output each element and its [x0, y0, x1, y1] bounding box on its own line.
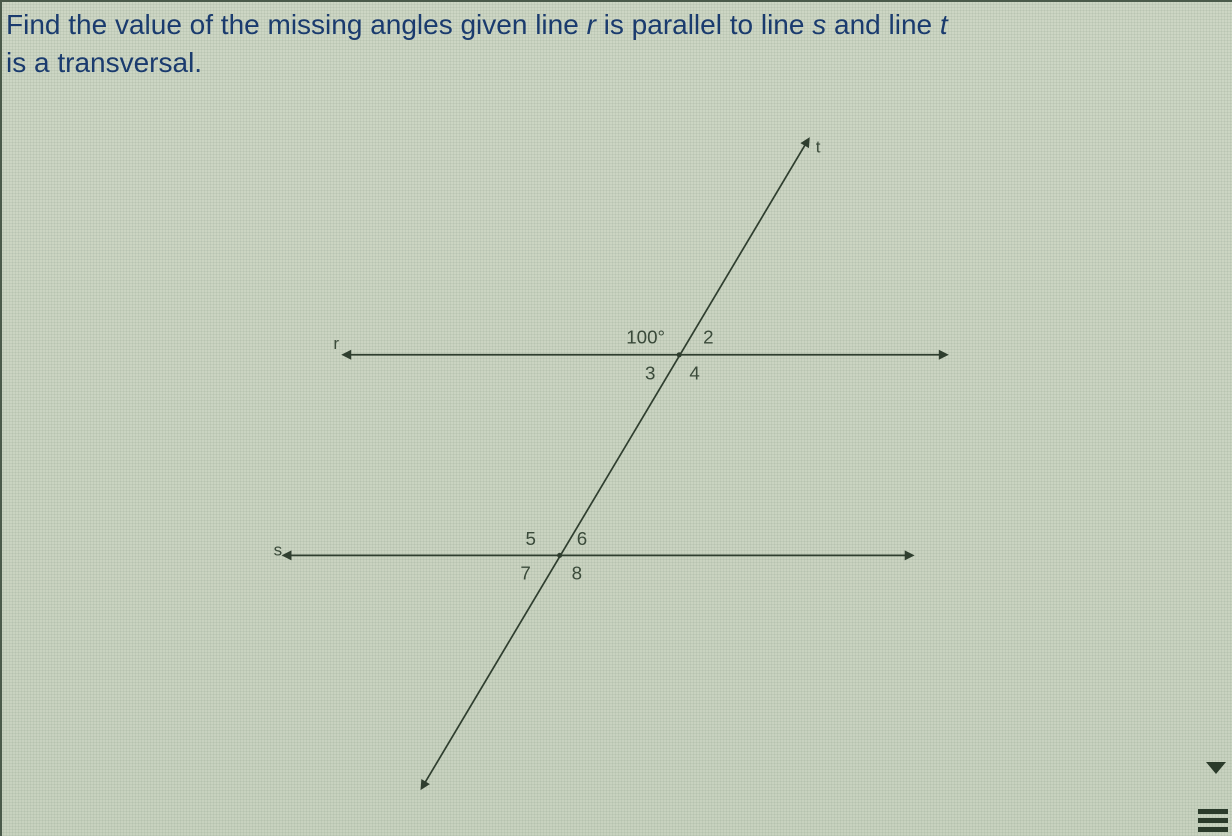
question-mid1: is parallel to line	[596, 9, 812, 40]
angle-8: 8	[572, 562, 582, 583]
angle-4: 4	[689, 363, 699, 384]
angle-3: 3	[645, 363, 655, 384]
question-text: Find the value of the missing angles giv…	[6, 6, 1212, 82]
chevron-down-icon	[1206, 762, 1226, 774]
label-s: s	[274, 540, 283, 559]
angle-6: 6	[577, 528, 587, 549]
angle-5: 5	[526, 528, 536, 549]
border-top	[0, 0, 1232, 2]
label-r: r	[333, 334, 339, 353]
question-mid2: and line	[826, 9, 940, 40]
drag-handle-icon	[1198, 805, 1228, 832]
intersection-p2	[557, 553, 562, 558]
question-suffix: is a transversal.	[6, 47, 202, 78]
line-t	[423, 141, 807, 786]
line-r-name: r	[587, 9, 596, 40]
intersection-p1	[677, 352, 682, 357]
diagram-svg: r s t 100° 2 3 4 5 6 7 8	[0, 120, 1232, 820]
label-t: t	[816, 137, 821, 156]
line-t-name: t	[940, 9, 948, 40]
line-s-name: s	[812, 9, 826, 40]
angle-7: 7	[520, 562, 530, 583]
geometry-diagram: r s t 100° 2 3 4 5 6 7 8	[0, 120, 1232, 820]
angle-2: 2	[703, 327, 713, 348]
angle-given: 100°	[626, 327, 665, 348]
scrollbar-hint[interactable]	[1192, 756, 1232, 836]
question-prefix: Find the value of the missing angles giv…	[6, 9, 587, 40]
